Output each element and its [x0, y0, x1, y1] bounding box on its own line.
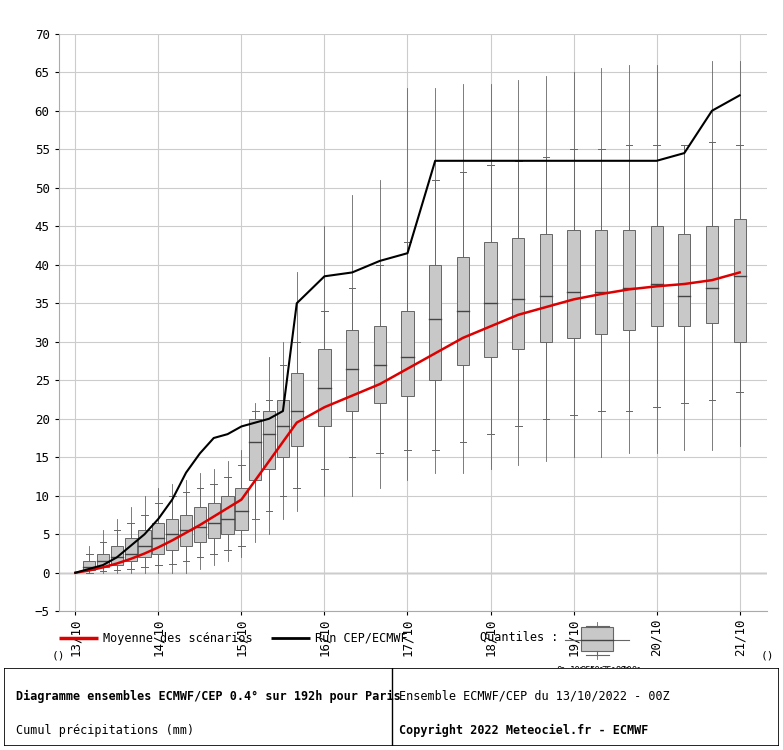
Text: (): ()	[760, 650, 774, 660]
Text: 75%: 75%	[601, 666, 618, 675]
Bar	[539, 234, 552, 342]
Bar	[373, 326, 386, 404]
Bar	[97, 554, 109, 566]
Bar	[512, 238, 525, 350]
Bar	[734, 218, 745, 342]
Bar	[236, 488, 247, 530]
Bar	[456, 257, 469, 364]
Bar	[277, 400, 289, 458]
Bar	[139, 530, 150, 557]
Bar	[581, 628, 613, 651]
Bar	[346, 330, 359, 411]
Bar	[207, 503, 220, 538]
Text: Moyenne des scénarios: Moyenne des scénarios	[103, 632, 252, 645]
Bar	[402, 311, 413, 396]
Text: 50%: 50%	[590, 666, 605, 675]
Text: 10%: 10%	[570, 666, 586, 675]
Bar	[622, 230, 635, 330]
Bar	[83, 561, 96, 571]
Bar	[568, 230, 579, 338]
Text: Copyright 2022 Meteociel.fr - ECMWF: Copyright 2022 Meteociel.fr - ECMWF	[399, 724, 648, 737]
Text: Quantiles :: Quantiles :	[480, 630, 559, 644]
Bar	[263, 411, 275, 469]
Bar	[678, 234, 691, 326]
Bar	[651, 226, 662, 326]
Bar	[152, 523, 164, 554]
Bar	[180, 515, 192, 546]
Bar	[429, 265, 442, 380]
Bar	[110, 546, 123, 565]
Text: 100%: 100%	[622, 666, 644, 675]
Bar	[706, 226, 718, 322]
Text: 25%: 25%	[580, 666, 597, 675]
Bar	[124, 538, 137, 561]
Text: Cumul précipitations (mm): Cumul précipitations (mm)	[16, 724, 193, 737]
Text: Run CEP/ECMWF: Run CEP/ECMWF	[316, 632, 408, 645]
Text: 90%: 90%	[615, 666, 632, 675]
Bar	[249, 419, 262, 480]
Bar	[166, 519, 179, 550]
Text: (): ()	[52, 650, 66, 660]
Text: Diagramme ensembles ECMWF/CEP 0.4° sur 192h pour Paris: Diagramme ensembles ECMWF/CEP 0.4° sur 1…	[16, 689, 400, 703]
Text: 0%: 0%	[557, 666, 567, 675]
Bar	[319, 350, 330, 427]
Bar	[595, 230, 608, 334]
Bar	[222, 496, 233, 534]
Text: Ensemble ECMWF/CEP du 13/10/2022 - 00Z: Ensemble ECMWF/CEP du 13/10/2022 - 00Z	[399, 689, 670, 703]
Bar	[290, 373, 303, 446]
Bar	[194, 507, 206, 542]
Bar	[485, 242, 496, 357]
